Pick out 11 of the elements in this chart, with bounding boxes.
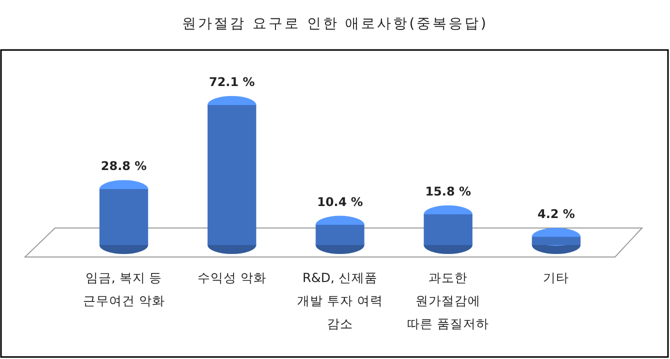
x-tick-label: 임금, 복지 등 근무여건 악화 [82, 270, 165, 308]
x-tick-label: 기타 [543, 270, 570, 285]
data-label: 28.8 % [100, 159, 147, 174]
data-label: 4.2 % [537, 206, 575, 221]
data-label: 72.1 % [208, 75, 255, 89]
chart-title: 원가절감 요구로 인한 애로사항(중복응답) [182, 16, 488, 32]
data-label: 15.8 % [425, 184, 472, 198]
x-tick-label: 과도한 원가절감에 따른 품질저하 [407, 270, 490, 331]
data-label: 10.4 % [317, 194, 363, 209]
x-tick-label: 수익성 악화 [197, 270, 266, 285]
x-tick-label: R&D, 신제품 개발 투자 여력 감소 [297, 270, 383, 331]
